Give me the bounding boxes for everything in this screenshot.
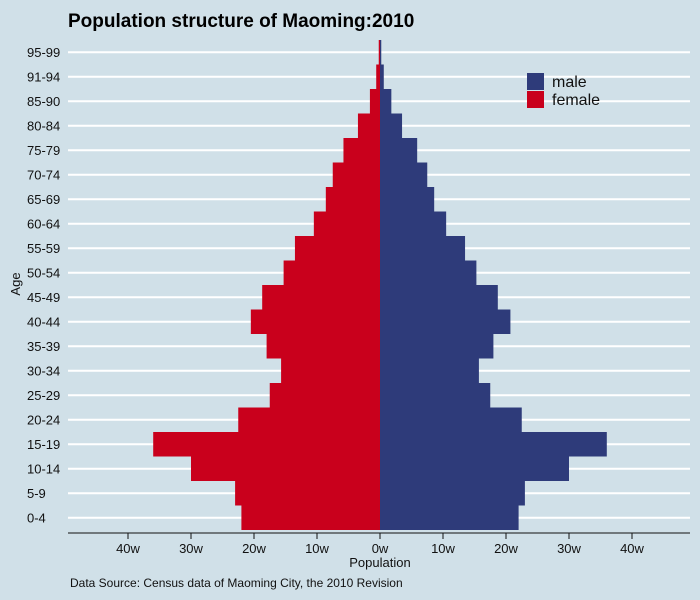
- bar-male-15-19: [380, 432, 607, 457]
- x-tick-label: 10w: [305, 541, 329, 556]
- y-tick-label-45-49: 45-49: [27, 290, 60, 305]
- y-tick-label-20-24: 20-24: [27, 412, 60, 427]
- x-axis: 40w 30w 20w 10w 0w 10w 20w 30w 40w: [68, 532, 690, 556]
- y-tick-label-95-99: 95-99: [27, 45, 60, 60]
- y-tick-label-85-90: 85-90: [27, 94, 60, 109]
- bar-male-30-34: [380, 358, 479, 383]
- y-tick-label-40-44: 40-44: [27, 314, 60, 329]
- bar-male-20-24: [380, 407, 522, 432]
- y-tick-label-25-29: 25-29: [27, 388, 60, 403]
- legend-label-female: female: [552, 92, 600, 109]
- x-tick-label: 0w: [372, 541, 389, 556]
- bar-female-25-29: [269, 383, 380, 408]
- y-tick-label-30-34: 30-34: [27, 363, 60, 378]
- y-tick-label-80-84: 80-84: [27, 118, 60, 133]
- bar-female-65-69: [325, 187, 380, 212]
- x-tick-label: 20w: [494, 541, 518, 556]
- data-source-caption: Data Source: Census data of Maoming City…: [70, 576, 403, 590]
- bar-male-55-59: [380, 236, 466, 261]
- bar-female-85-90: [369, 89, 380, 114]
- x-tick-label: 30w: [557, 541, 581, 556]
- x-tick-label: 30w: [179, 541, 203, 556]
- bar-male-25-29: [380, 383, 491, 408]
- bar-female-40-44: [250, 309, 380, 334]
- bar-male-70-74: [380, 162, 428, 187]
- y-tick-label-50-54: 50-54: [27, 265, 60, 280]
- bar-female-70-74: [332, 162, 380, 187]
- bar-male-45-49: [380, 285, 498, 310]
- bar-male-91-94: [380, 64, 384, 89]
- bar-male-0-4: [380, 505, 519, 530]
- x-tick-label: 40w: [116, 541, 140, 556]
- y-tick-label-55-59: 55-59: [27, 241, 60, 256]
- bar-female-50-54: [283, 260, 380, 285]
- bar-female-55-59: [294, 236, 380, 261]
- x-axis-label: Population: [349, 555, 410, 570]
- chart-title: Population structure of Maoming:2010: [68, 11, 414, 32]
- bar-female-75-79: [343, 138, 380, 163]
- bar-male-85-90: [380, 89, 392, 114]
- bar-male-40-44: [380, 309, 511, 334]
- bar-male-5-9: [380, 481, 525, 506]
- bar-female-91-94: [376, 64, 380, 89]
- y-tick-label-0-4: 0-4: [27, 510, 46, 525]
- bar-male-10-14: [380, 456, 569, 481]
- bar-female-35-39: [266, 334, 380, 359]
- y-tick-label-10-14: 10-14: [27, 461, 60, 476]
- y-tick-label-35-39: 35-39: [27, 339, 60, 354]
- legend-label-male: male: [552, 74, 587, 91]
- y-tick-label-70-74: 70-74: [27, 167, 60, 182]
- y-tick-label-91-94: 91-94: [27, 69, 60, 84]
- bar-female-95-99: [378, 40, 380, 65]
- bar-female-30-34: [281, 358, 380, 383]
- bar-female-0-4: [241, 505, 380, 530]
- bar-male-35-39: [380, 334, 494, 359]
- bar-female-60-64: [313, 211, 380, 236]
- bars: [153, 40, 607, 530]
- bar-female-80-84: [357, 113, 380, 138]
- x-tick-label: 10w: [431, 541, 455, 556]
- x-tick-label: 20w: [242, 541, 266, 556]
- legend-swatch-male: [527, 73, 544, 90]
- bar-male-95-99: [380, 40, 382, 65]
- legend-swatch-female: [527, 91, 544, 108]
- y-tick-label-60-64: 60-64: [27, 216, 60, 231]
- y-axis-label: Age: [8, 272, 23, 295]
- y-tick-label-65-69: 65-69: [27, 192, 60, 207]
- bar-female-45-49: [262, 285, 380, 310]
- x-tick-label: 40w: [620, 541, 644, 556]
- bar-female-5-9: [235, 481, 380, 506]
- bar-male-65-69: [380, 187, 435, 212]
- y-tick-label-15-19: 15-19: [27, 437, 60, 452]
- bar-female-10-14: [191, 456, 380, 481]
- bar-male-75-79: [380, 138, 418, 163]
- bar-female-20-24: [238, 407, 380, 432]
- bar-male-50-54: [380, 260, 477, 285]
- y-tick-label-5-9: 5-9: [27, 486, 46, 501]
- bar-male-60-64: [380, 211, 447, 236]
- bar-male-80-84: [380, 113, 403, 138]
- y-tick-labels: 0-4 5-9 10-14 15-19 20-24 25-29 30-34 35-39 40-4…: [27, 45, 60, 526]
- bar-female-15-19: [153, 432, 380, 457]
- y-tick-label-75-79: 75-79: [27, 143, 60, 158]
